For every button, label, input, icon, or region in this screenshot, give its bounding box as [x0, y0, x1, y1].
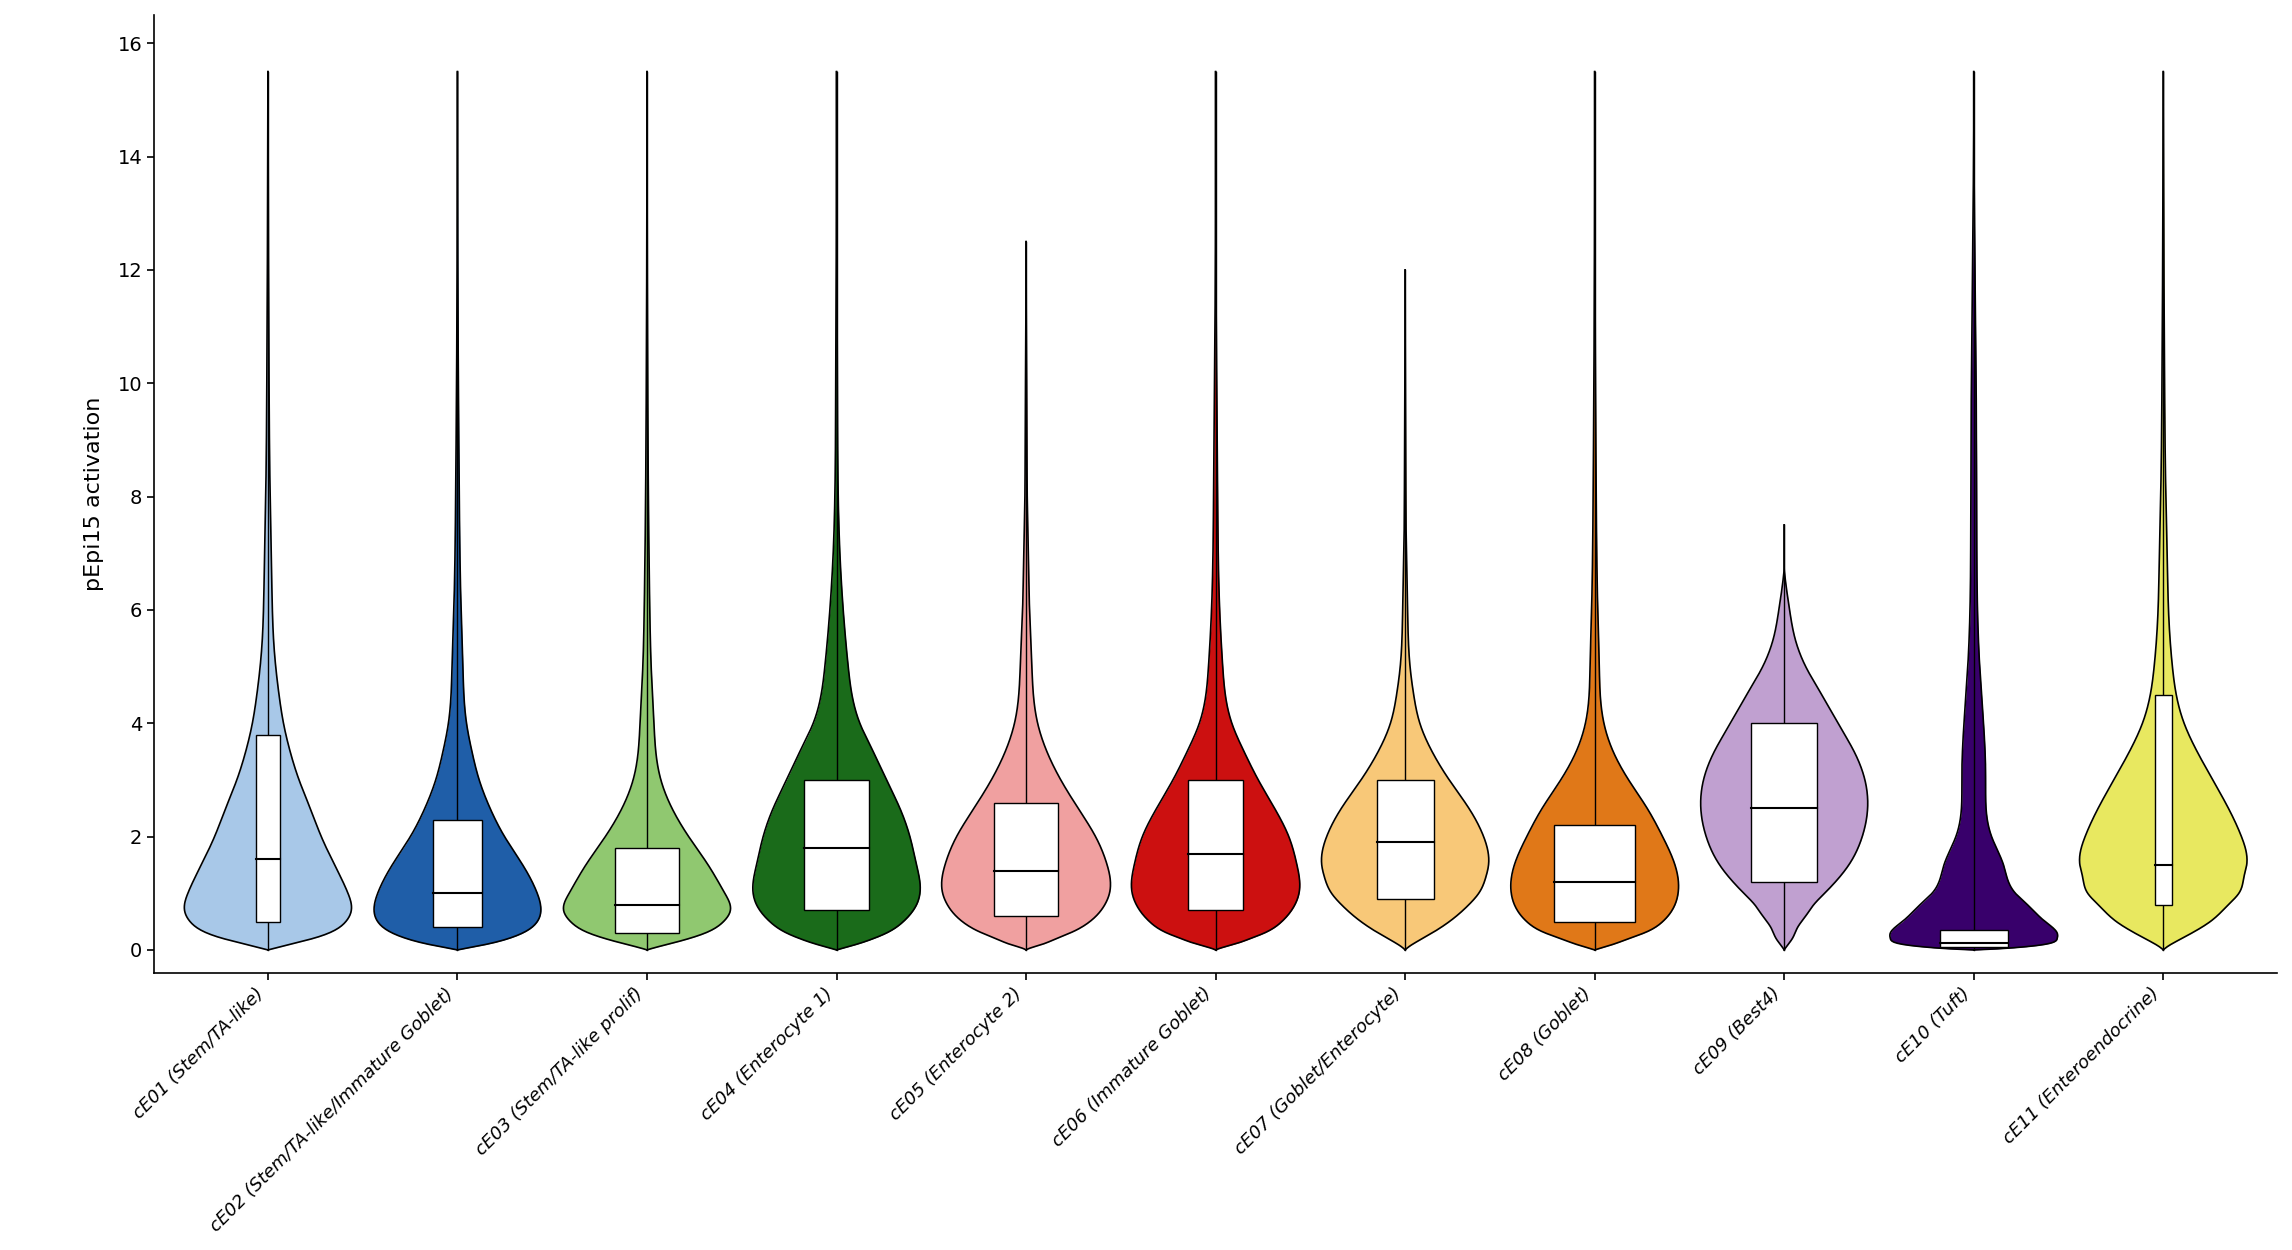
- Bar: [257, 735, 280, 921]
- Bar: [995, 802, 1057, 916]
- Y-axis label: pEpi15 activation: pEpi15 activation: [85, 396, 103, 591]
- Bar: [1751, 724, 1818, 882]
- Bar: [1939, 930, 2008, 948]
- Bar: [433, 820, 481, 928]
- Bar: [614, 848, 678, 932]
- Bar: [1377, 780, 1435, 899]
- Bar: [1187, 780, 1242, 910]
- Bar: [2154, 695, 2173, 905]
- Bar: [1554, 825, 1634, 921]
- Bar: [804, 780, 869, 910]
